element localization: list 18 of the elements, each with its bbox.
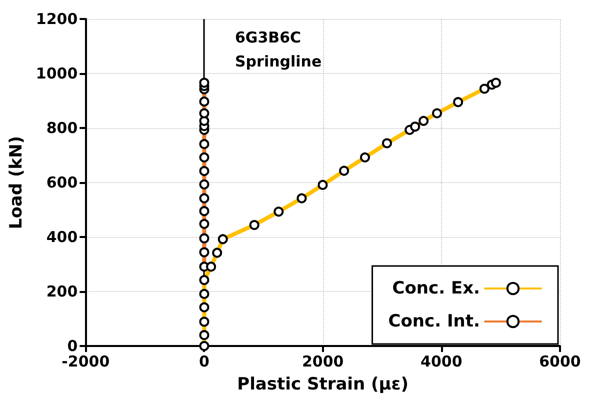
y-axis-title: Load (kN) (6, 136, 26, 230)
x-tick-label: 0 (199, 352, 210, 370)
x-axis-title: Plastic Strain (με) (237, 374, 409, 394)
x-tick-label: 2000 (302, 352, 344, 370)
legend-label: Conc. Int. (388, 312, 480, 332)
y-tick-label: 400 (46, 228, 78, 246)
y-tick-label: 1200 (36, 10, 78, 28)
y-tick-label: 200 (46, 282, 78, 300)
y-tick-label: 600 (46, 174, 78, 192)
y-tick-label: 1000 (36, 64, 78, 82)
y-tick-label: 0 (67, 337, 78, 355)
legend-label: Conc. Ex. (392, 278, 480, 298)
annotation: Springline (235, 52, 322, 70)
y-tick-label: 800 (46, 119, 78, 137)
annotation: 6G3B6C (235, 28, 302, 46)
x-tick-label: 4000 (420, 352, 462, 370)
x-tick-label: -2000 (62, 352, 110, 370)
x-tick-label: 6000 (539, 352, 581, 370)
